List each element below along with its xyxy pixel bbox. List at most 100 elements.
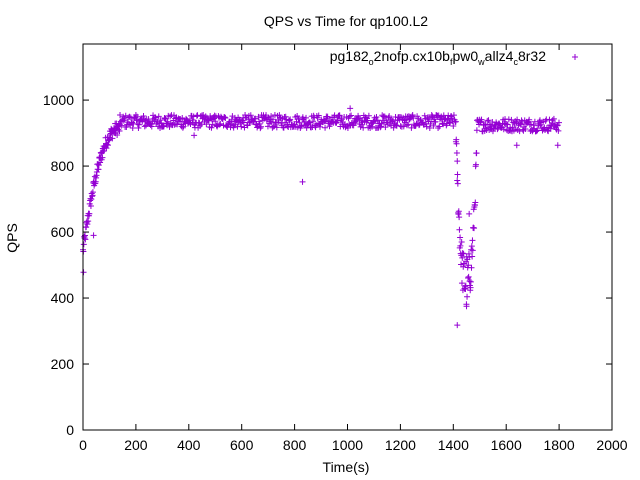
data-point [212, 118, 219, 125]
data-point [354, 115, 361, 122]
data-point [344, 125, 351, 132]
data-point [200, 112, 207, 119]
data-point [126, 113, 133, 120]
data-point [459, 250, 466, 257]
data-point [89, 189, 96, 196]
data-point [408, 124, 415, 131]
data-point [374, 117, 381, 124]
data-point [546, 116, 553, 123]
x-tick-label: 1600 [491, 437, 522, 453]
data-point [549, 117, 556, 124]
data-point [533, 128, 540, 135]
data-point [503, 120, 510, 127]
data-point [403, 122, 410, 129]
legend-label-subscript: w [477, 57, 485, 67]
data-point [160, 123, 167, 130]
data-point [554, 142, 561, 149]
data-point [106, 136, 113, 143]
data-point [297, 123, 304, 130]
data-point [141, 123, 148, 130]
data-point [324, 113, 331, 120]
data-point [470, 224, 477, 231]
data-point [544, 127, 551, 134]
legend-label-part: 2nofp.cx10b [374, 48, 450, 64]
data-point [116, 128, 123, 135]
data-point [257, 125, 264, 132]
data-point [410, 115, 417, 122]
y-tick-label: 200 [51, 356, 75, 372]
data-point [336, 112, 343, 119]
data-point [382, 124, 389, 131]
data-point [275, 119, 282, 126]
data-point [403, 117, 410, 124]
data-point [471, 225, 478, 232]
data-point [465, 262, 472, 269]
x-tick-label: 200 [124, 437, 148, 453]
data-point [129, 119, 136, 126]
legend-marker-symbol [572, 54, 578, 60]
data-point [191, 132, 198, 139]
data-point [217, 120, 224, 127]
data-point [135, 125, 142, 132]
data-point [323, 115, 330, 122]
data-point [99, 154, 106, 161]
data-point [351, 119, 358, 126]
data-point [230, 124, 237, 131]
data-point [454, 177, 461, 184]
data-point [256, 120, 263, 127]
x-tick-label: 600 [230, 437, 254, 453]
data-point [412, 123, 419, 130]
data-point [484, 117, 491, 124]
data-point [268, 113, 275, 120]
data-point [129, 125, 136, 132]
data-point [179, 114, 186, 121]
data-point [246, 119, 253, 126]
data-point [347, 105, 354, 112]
data-point [117, 111, 124, 118]
data-point [455, 208, 462, 215]
data-point [208, 124, 215, 131]
data-point [252, 115, 259, 122]
data-point [203, 121, 210, 128]
data-point [221, 114, 228, 121]
data-point [198, 121, 205, 128]
data-point [500, 126, 507, 133]
data-point [454, 180, 461, 187]
data-point [390, 124, 397, 131]
data-point [513, 142, 520, 149]
data-point [481, 121, 488, 128]
data-point [457, 242, 464, 249]
data-point [454, 322, 461, 329]
data-point [155, 113, 162, 120]
legend-label-part: pw0 [452, 48, 478, 64]
data-point [148, 120, 155, 127]
data-point [456, 214, 463, 221]
data-point [386, 113, 393, 120]
x-tick-label: 800 [283, 437, 307, 453]
data-point [485, 117, 492, 124]
data-point [467, 278, 474, 285]
data-point [87, 203, 94, 210]
data-point [507, 124, 514, 131]
data-point [254, 124, 261, 131]
legend-label-part: 8r32 [518, 48, 546, 64]
data-point [504, 121, 511, 128]
data-point [463, 303, 470, 310]
data-point [454, 171, 461, 178]
data-point [284, 123, 291, 130]
data-point [199, 115, 206, 122]
data-point [189, 117, 196, 124]
data-point [469, 237, 476, 244]
data-point [299, 178, 306, 185]
data-point [216, 121, 223, 128]
data-point [430, 122, 437, 129]
data-point [152, 114, 159, 121]
data-point [400, 123, 407, 130]
data-point [315, 112, 322, 119]
data-point [190, 113, 197, 120]
legend-label: pg182o​2nofp.cx10bf​pw0w​allz4c​8r32 [330, 48, 546, 67]
data-point [373, 114, 380, 121]
data-point [282, 113, 289, 120]
data-point [209, 121, 216, 128]
